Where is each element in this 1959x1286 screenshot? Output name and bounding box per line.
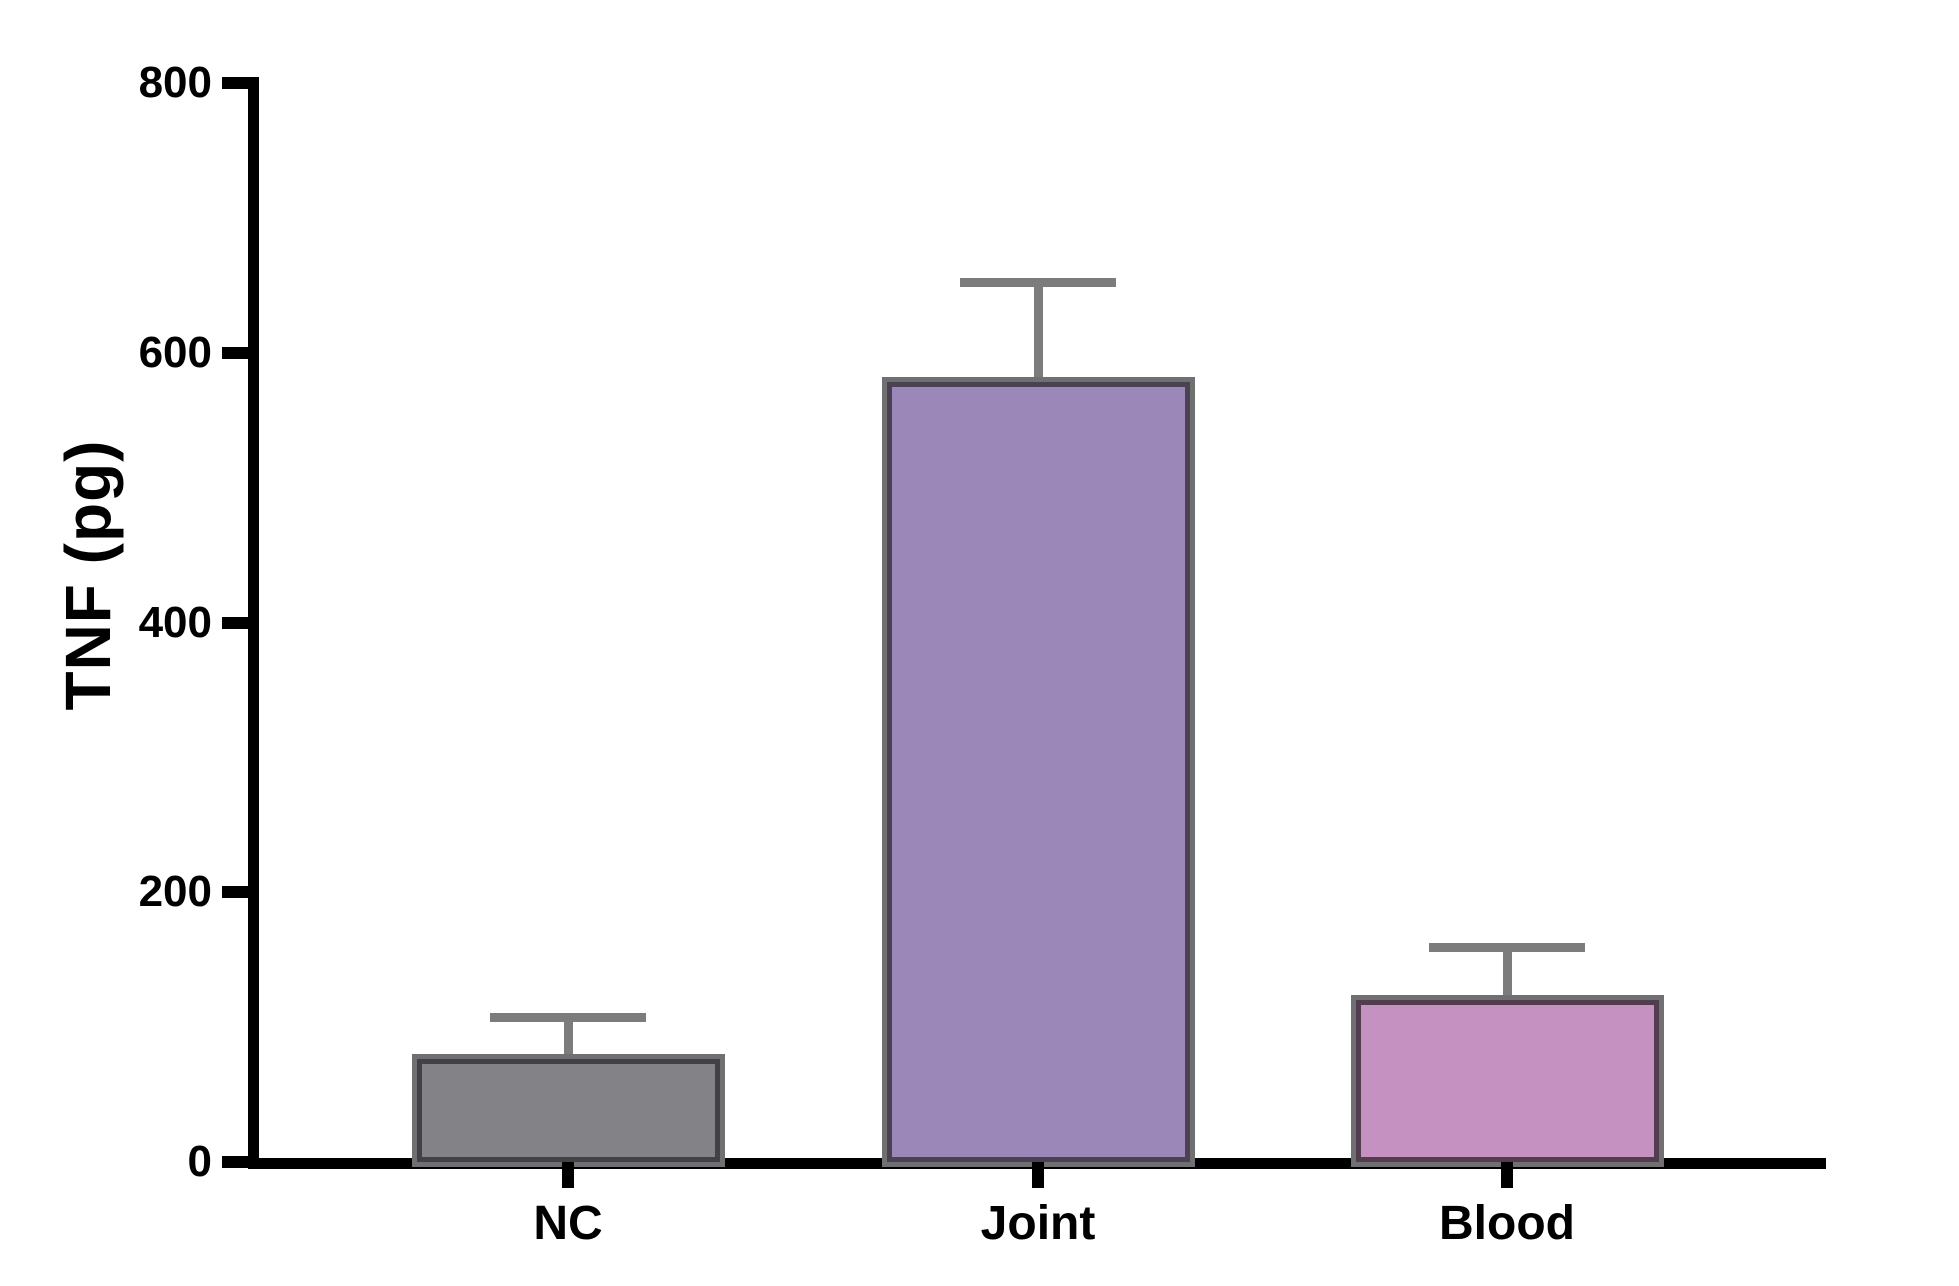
error-bar-stem [1034, 283, 1043, 385]
x-tick-label: Joint [980, 1197, 1096, 1250]
error-bar-stem [1503, 948, 1512, 1003]
y-tick [222, 77, 248, 89]
y-tick-label: 800 [138, 58, 212, 107]
y-axis-line [248, 77, 259, 1167]
error-bar-stem [564, 1018, 573, 1062]
y-tick [222, 886, 248, 898]
x-tick [1032, 1162, 1044, 1188]
y-tick-label: 0 [187, 1137, 212, 1186]
y-tick [222, 347, 248, 359]
x-tick [562, 1162, 574, 1188]
y-tick-label: 200 [138, 867, 212, 916]
bar [412, 1054, 725, 1167]
y-tick [222, 617, 248, 629]
x-tick-label: NC [533, 1197, 603, 1250]
y-tick-label: 400 [138, 598, 212, 647]
y-tick [222, 1156, 248, 1168]
y-tick-label: 600 [138, 328, 212, 377]
x-tick [1501, 1162, 1513, 1188]
error-bar-cap [490, 1013, 646, 1022]
bar [882, 377, 1195, 1167]
error-bar-cap [960, 278, 1116, 287]
error-bar-cap [1429, 943, 1585, 952]
x-tick-label: Blood [1439, 1197, 1575, 1250]
bar [1351, 995, 1664, 1167]
y-axis-title: TNF (pg) [52, 439, 124, 711]
